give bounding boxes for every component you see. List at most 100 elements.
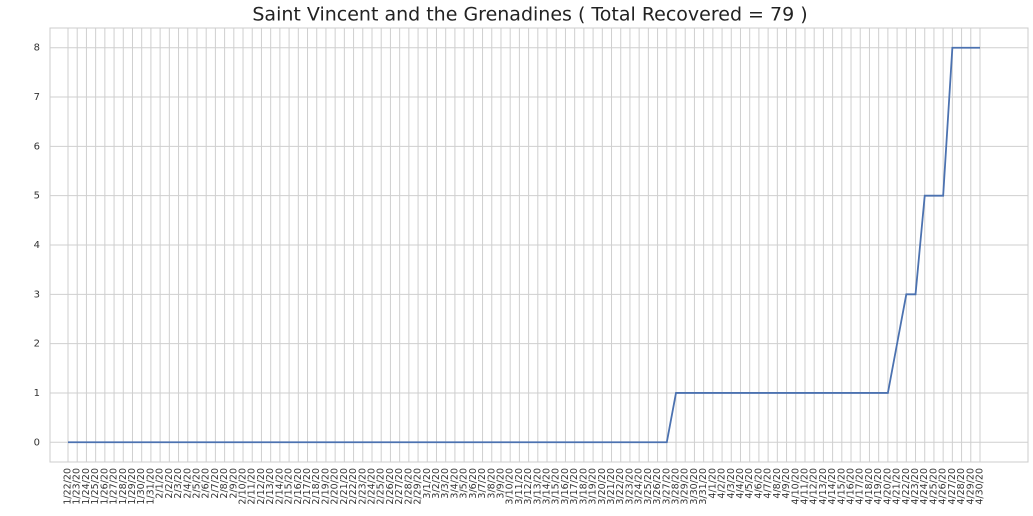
x-tick-label: 1/31/20	[145, 468, 156, 505]
y-tick-label: 6	[34, 141, 40, 152]
y-tick-label: 0	[34, 437, 40, 448]
x-tick-label: 2/10/20	[238, 468, 249, 505]
x-tick-label: 1/24/20	[81, 468, 92, 505]
x-tick-label: 2/25/20	[376, 468, 387, 505]
x-tick-label: 4/5/20	[744, 468, 755, 499]
x-tick-label: 3/28/20	[671, 468, 682, 505]
x-tick-label: 3/19/20	[588, 468, 599, 505]
x-tick-label: 3/18/20	[578, 468, 589, 505]
x-tick-label: 3/5/20	[459, 468, 470, 499]
x-tick-label: 2/6/20	[201, 468, 212, 499]
x-tick-label: 4/12/20	[809, 468, 820, 505]
x-tick-label: 4/15/20	[836, 468, 847, 505]
data-line	[68, 46, 980, 444]
x-tick-label: 4/14/20	[827, 468, 838, 505]
x-tick-label: 2/29/20	[413, 468, 424, 505]
x-tick-label: 4/24/20	[919, 468, 930, 505]
x-tick-label: 3/2/20	[431, 468, 442, 499]
y-tick-label: 7	[34, 92, 40, 103]
x-tick-label: 3/17/20	[569, 468, 580, 505]
x-tick-label: 2/11/20	[247, 468, 258, 505]
x-tick-label: 2/4/20	[182, 468, 193, 499]
x-tick-label: 2/19/20	[320, 468, 331, 505]
x-tick-label: 4/7/20	[763, 468, 774, 499]
x-tick-label: 4/10/20	[790, 468, 801, 505]
x-tick-label: 1/25/20	[90, 468, 101, 505]
x-tick-label: 3/12/20	[523, 468, 534, 505]
chart-title: Saint Vincent and the Grenadines ( Total…	[252, 4, 807, 26]
x-tick-label: 4/26/20	[938, 468, 949, 505]
x-tick-label: 4/8/20	[772, 468, 783, 499]
x-tick-label: 3/4/20	[449, 468, 460, 499]
x-tick-label: 2/14/20	[274, 468, 285, 505]
x-tick-label: 3/11/20	[514, 468, 525, 505]
x-tick-label: 3/26/20	[652, 468, 663, 505]
x-tick-label: 1/30/20	[136, 468, 147, 505]
x-tick-label: 3/16/20	[560, 468, 571, 505]
x-tick-label: 3/1/20	[422, 468, 433, 499]
x-tick-label: 3/6/20	[468, 468, 479, 499]
x-tick-label: 3/25/20	[643, 468, 654, 505]
x-tick-label: 4/25/20	[928, 468, 939, 505]
x-tick-label: 4/3/20	[726, 468, 737, 499]
y-tick-label: 3	[34, 289, 40, 300]
x-tick-label: 3/27/20	[661, 468, 672, 505]
x-tick-label: 2/9/20	[228, 468, 239, 499]
x-tick-label: 3/24/20	[634, 468, 645, 505]
x-tick-label: 3/23/20	[624, 468, 635, 505]
x-tick-label: 3/9/20	[495, 468, 506, 499]
x-tick-label: 2/27/20	[394, 468, 405, 505]
x-tick-label: 3/31/20	[698, 468, 709, 505]
x-tick-label: 2/24/20	[367, 468, 378, 505]
x-tick-label: 2/20/20	[330, 468, 341, 505]
y-tick-label: 4	[34, 240, 40, 251]
y-tick-label: 8	[34, 43, 40, 54]
x-tick-label: 3/15/20	[551, 468, 562, 505]
x-tick-label: 2/15/20	[284, 468, 295, 505]
x-tick-label: 3/21/20	[606, 468, 617, 505]
x-tick-label: 4/17/20	[855, 468, 866, 505]
x-tick-label: 2/18/20	[311, 468, 322, 505]
x-tick-label: 2/3/20	[173, 468, 184, 499]
x-tick-label: 4/1/20	[707, 468, 718, 499]
x-tick-label: 3/7/20	[477, 468, 488, 499]
x-tick-label: 2/21/20	[339, 468, 350, 505]
x-tick-label: 1/26/20	[99, 468, 110, 505]
x-tick-label: 4/6/20	[753, 468, 764, 499]
x-tick-label: 2/7/20	[210, 468, 221, 499]
x-tick-label: 2/17/20	[302, 468, 313, 505]
x-tick-label: 1/22/20	[63, 468, 74, 505]
x-tick-label: 3/29/20	[680, 468, 691, 505]
x-tick-label: 4/2/20	[717, 468, 728, 499]
x-tick-label: 4/23/20	[910, 468, 921, 505]
x-tick-label: 2/13/20	[265, 468, 276, 505]
x-tick-label: 4/11/20	[799, 468, 810, 505]
x-tick-label: 4/19/20	[873, 468, 884, 505]
y-tick-label: 2	[34, 339, 40, 350]
x-tick-label: 4/20/20	[882, 468, 893, 505]
x-tick-label: 1/29/20	[127, 468, 138, 505]
x-tick-label: 4/29/20	[965, 468, 976, 505]
x-tick-label: 1/28/20	[118, 468, 129, 505]
x-tick-label: 4/22/20	[901, 468, 912, 505]
x-tick-label: 2/5/20	[191, 468, 202, 499]
x-tick-label: 3/30/20	[689, 468, 700, 505]
x-tick-label: 2/26/20	[385, 468, 396, 505]
x-tick-label: 2/1/20	[155, 468, 166, 499]
x-tick-label: 3/22/20	[615, 468, 626, 505]
x-tick-label: 4/27/20	[947, 468, 958, 505]
x-tick-label: 2/16/20	[293, 468, 304, 505]
x-tick-label: 3/13/20	[532, 468, 543, 505]
x-tick-label: 2/23/20	[357, 468, 368, 505]
x-tick-label: 2/28/20	[403, 468, 414, 505]
x-tick-label: 4/9/20	[781, 468, 792, 499]
x-tick-label: 4/28/20	[956, 468, 967, 505]
x-tick-label: 4/4/20	[735, 468, 746, 499]
x-tick-label: 3/8/20	[486, 468, 497, 499]
x-tick-label: 3/20/20	[597, 468, 608, 505]
x-tick-label: 1/27/20	[109, 468, 120, 505]
x-tick-label: 3/3/20	[440, 468, 451, 499]
x-tick-label: 2/12/20	[256, 468, 267, 505]
x-tick-label: 2/2/20	[164, 468, 175, 499]
